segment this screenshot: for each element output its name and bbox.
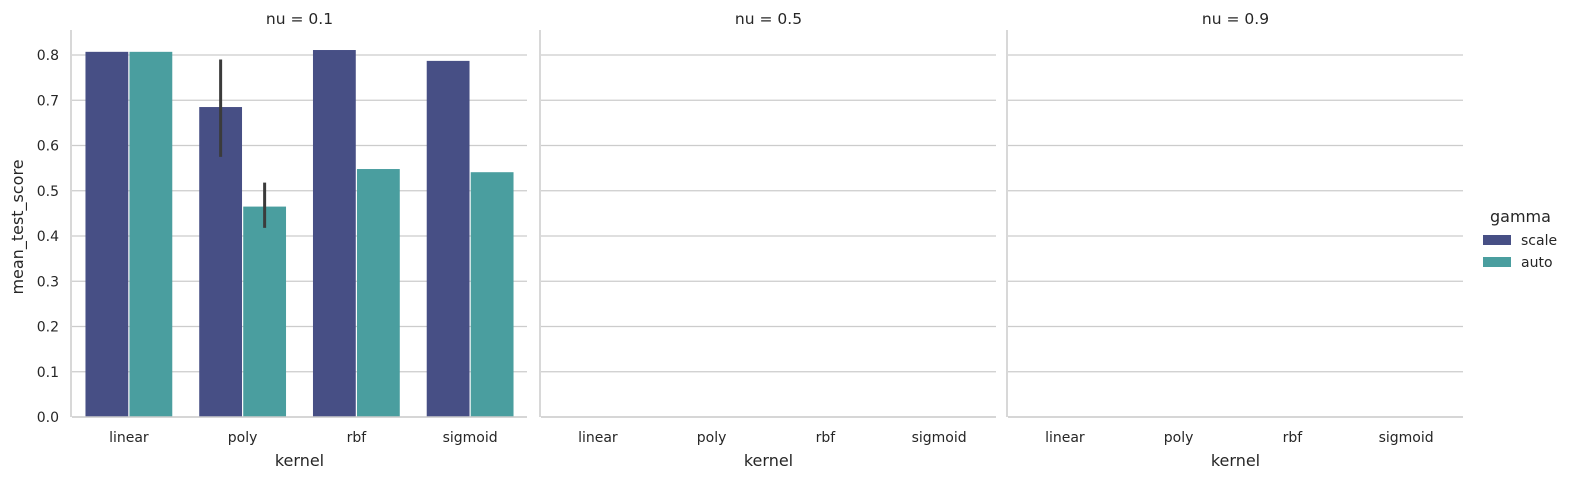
legend-items: scale auto xyxy=(1483,233,1557,271)
y-tick-label: 0.0 xyxy=(37,410,59,426)
y-tick-label: 0.3 xyxy=(37,274,59,290)
y-tick-label: 0.6 xyxy=(37,139,59,155)
y-tick-label: 0.8 xyxy=(37,48,59,64)
x-tick-label: poly xyxy=(697,430,727,446)
bar-scale-sigmoid xyxy=(426,60,470,417)
y-tick-label: 0.4 xyxy=(37,229,59,245)
facet-panel: nu = 0.5 linear poly rbf sigmoid kernel xyxy=(539,10,996,470)
facet-panel: nu = 0.9 linear poly rbf sigmoid kernel xyxy=(1006,10,1463,470)
bar-scale-linear xyxy=(85,51,129,418)
bar-scale-poly xyxy=(199,107,243,417)
y-tick-label: 0.5 xyxy=(37,184,59,200)
x-axis-label: kernel xyxy=(744,451,793,470)
x-axis-label: kernel xyxy=(275,451,324,470)
facet-title: nu = 0.5 xyxy=(735,10,802,28)
bar-scale-rbf xyxy=(312,50,356,418)
x-tick-label: linear xyxy=(109,430,149,446)
legend-label-auto: auto xyxy=(1521,255,1553,271)
y-tick-label: 0.2 xyxy=(37,320,59,336)
y-tick-label: 0.1 xyxy=(37,365,59,381)
x-tick-label: linear xyxy=(578,430,618,446)
legend-title: gamma xyxy=(1490,207,1551,226)
x-tick-label: sigmoid xyxy=(1379,430,1434,446)
y-axis-label-group: mean_test_score xyxy=(8,159,28,294)
bar-auto-rbf xyxy=(356,169,400,417)
x-tick-label: sigmoid xyxy=(912,430,967,446)
x-axis-label: kernel xyxy=(1211,451,1260,470)
bar-auto-linear xyxy=(129,51,173,418)
x-tick-label: rbf xyxy=(347,430,368,446)
bar-auto-poly xyxy=(243,206,287,417)
x-tick-label: sigmoid xyxy=(443,430,498,446)
facet-panel: nu = 0.1 0.0 0.1 0.2 0.3 0.4 0.5 0.6 0.7 0.8 linea… xyxy=(37,10,527,470)
facet-title: nu = 0.1 xyxy=(266,10,333,28)
legend: gamma scale auto xyxy=(1483,207,1557,271)
x-tick-label: rbf xyxy=(1283,430,1304,446)
x-tick-label: linear xyxy=(1045,430,1085,446)
y-axis-label: mean_test_score xyxy=(8,159,28,294)
legend-label-scale: scale xyxy=(1521,233,1557,249)
facet-title: nu = 0.9 xyxy=(1202,10,1269,28)
x-tick-label: poly xyxy=(1164,430,1194,446)
bar-auto-sigmoid xyxy=(470,172,514,417)
y-tick-label: 0.7 xyxy=(37,93,59,109)
legend-swatch-scale xyxy=(1483,235,1511,245)
legend-swatch-auto xyxy=(1483,257,1511,267)
x-tick-label: rbf xyxy=(816,430,837,446)
facet-panels: nu = 0.1 0.0 0.1 0.2 0.3 0.4 0.5 0.6 0.7 0.8 linea… xyxy=(37,10,1463,470)
x-tick-label: poly xyxy=(228,430,258,446)
